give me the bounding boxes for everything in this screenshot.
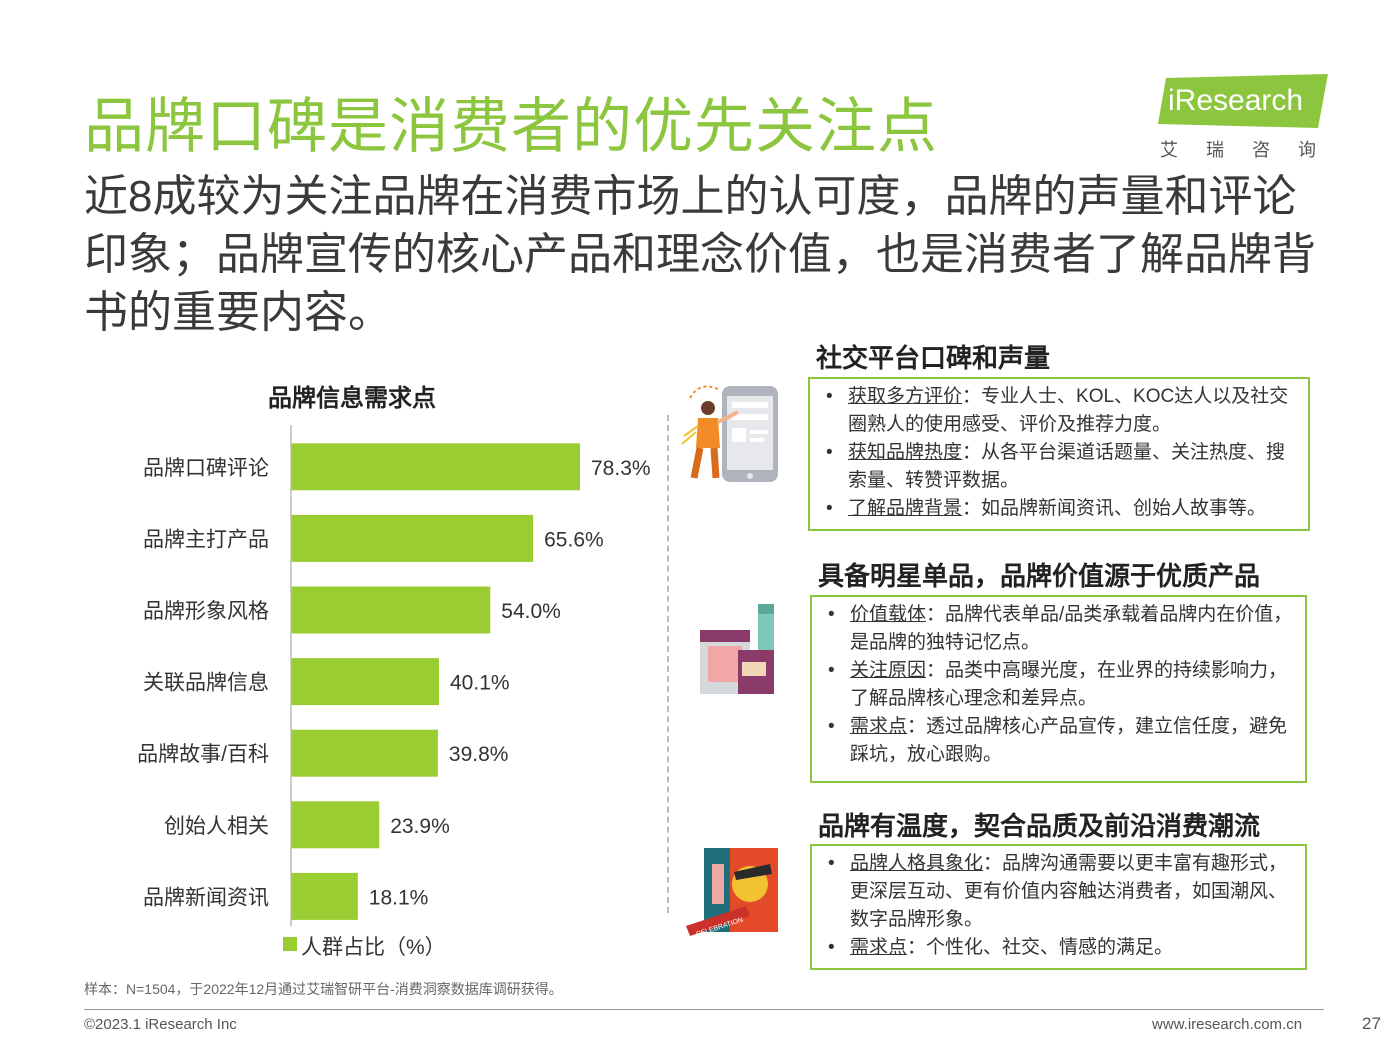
category-label: 品牌新闻资讯 — [143, 886, 269, 909]
page-number: 27 — [1362, 1014, 1381, 1033]
chart-title: 品牌信息需求点 — [268, 385, 436, 412]
bar — [291, 729, 438, 777]
list-item: 关注原因：品类中高曝光度，在业界的持续影响力，了解品牌核心理念和差异点。 — [828, 657, 1293, 713]
value-label: 23.9% — [390, 815, 450, 838]
category-label: 关联品牌信息 — [143, 672, 269, 695]
category-label: 创始人相关 — [164, 815, 269, 838]
divider — [667, 415, 669, 913]
website-link[interactable]: www.iresearch.com.cn — [1152, 1016, 1303, 1033]
category-label: 品牌形象风格 — [143, 600, 269, 623]
bar — [291, 443, 580, 491]
category-label: 品牌故事/百科 — [137, 743, 269, 766]
list-item: 获取多方评价：专业人士、KOL、KOC达人以及社交圈熟人的使用感受、评价及推荐力… — [826, 383, 1296, 439]
person-phone-review-icon — [681, 385, 778, 482]
section-title-brand-warmth: 品牌有温度，契合品质及前沿消费潮流 — [818, 811, 1261, 841]
copyright: ©2023.1 iResearch Inc — [84, 1016, 237, 1033]
section-title-social: 社交平台口碑和声量 — [816, 343, 1051, 373]
category-label: 品牌主打产品 — [143, 528, 269, 551]
category-label: 品牌口碑评论 — [143, 457, 269, 480]
bar — [291, 514, 534, 562]
list-item: 品牌人格具象化：品牌沟通需要以更丰富有趣形式，更深层互动、更有价值内容触达消费者… — [828, 850, 1293, 934]
value-label: 78.3% — [591, 457, 651, 480]
celebration-poster-icon: CELEBRATION — [686, 848, 778, 938]
card-social: 获取多方评价：专业人士、KOL、KOC达人以及社交圈熟人的使用感受、评价及推荐力… — [808, 377, 1310, 531]
sample-note: 样本：N=1504，于2022年12月通过艾瑞智研平台-消费洞察数据库调研获得。 — [84, 981, 563, 997]
logo-background — [1158, 74, 1328, 128]
legend-swatch — [283, 937, 297, 951]
legend-label: 人群占比（%） — [301, 936, 446, 959]
list-item: 需求点：个性化、社交、情感的满足。 — [828, 934, 1293, 962]
value-label: 39.8% — [449, 743, 509, 766]
bar — [291, 658, 440, 706]
bar — [291, 872, 358, 920]
cosmetics-products-icon — [700, 604, 774, 694]
card-product: 价值载体：品牌代表单品/品类承载着品牌内在价值，是品牌的独特记忆点。 关注原因：… — [810, 595, 1307, 783]
section-title-product: 具备明星单品，品牌价值源于优质产品 — [818, 561, 1261, 591]
logo: iResearch — [1168, 84, 1304, 117]
value-label: 54.0% — [501, 600, 561, 623]
card-brand-warmth: 品牌人格具象化：品牌沟通需要以更丰富有趣形式，更深层互动、更有价值内容触达消费者… — [810, 844, 1307, 970]
page-subtitle: 近8成较为关注品牌在消费市场上的认可度，品牌的声量和评论印象；品牌宣传的核心产品… — [84, 172, 1316, 337]
bar — [291, 801, 380, 849]
list-item: 价值载体：品牌代表单品/品类承载着品牌内在价值，是品牌的独特记忆点。 — [828, 601, 1293, 657]
value-label: 65.6% — [544, 528, 604, 551]
list-item: 获知品牌热度：从各平台渠道话题量、关注热度、搜索量、转赞评数据。 — [826, 439, 1296, 495]
list-item: 需求点：透过品牌核心产品宣传，建立信任度，避免踩坑，放心跟购。 — [828, 713, 1293, 769]
footer-divider — [84, 1009, 1324, 1010]
bar — [291, 586, 491, 634]
list-item: 了解品牌背景：如品牌新闻资讯、创始人故事等。 — [826, 495, 1296, 523]
logo-subtitle: 艾瑞咨询 — [1160, 140, 1344, 160]
bar-chart: 品牌口碑评论 78.3% 品牌主打产品 65.6% 品牌形象风格 54.0% 关联品牌信息 4… — [137, 425, 651, 927]
value-label: 18.1% — [369, 886, 429, 909]
value-label: 40.1% — [450, 672, 510, 695]
page-title: 品牌口碑是消费者的优先关注点 — [84, 93, 938, 160]
